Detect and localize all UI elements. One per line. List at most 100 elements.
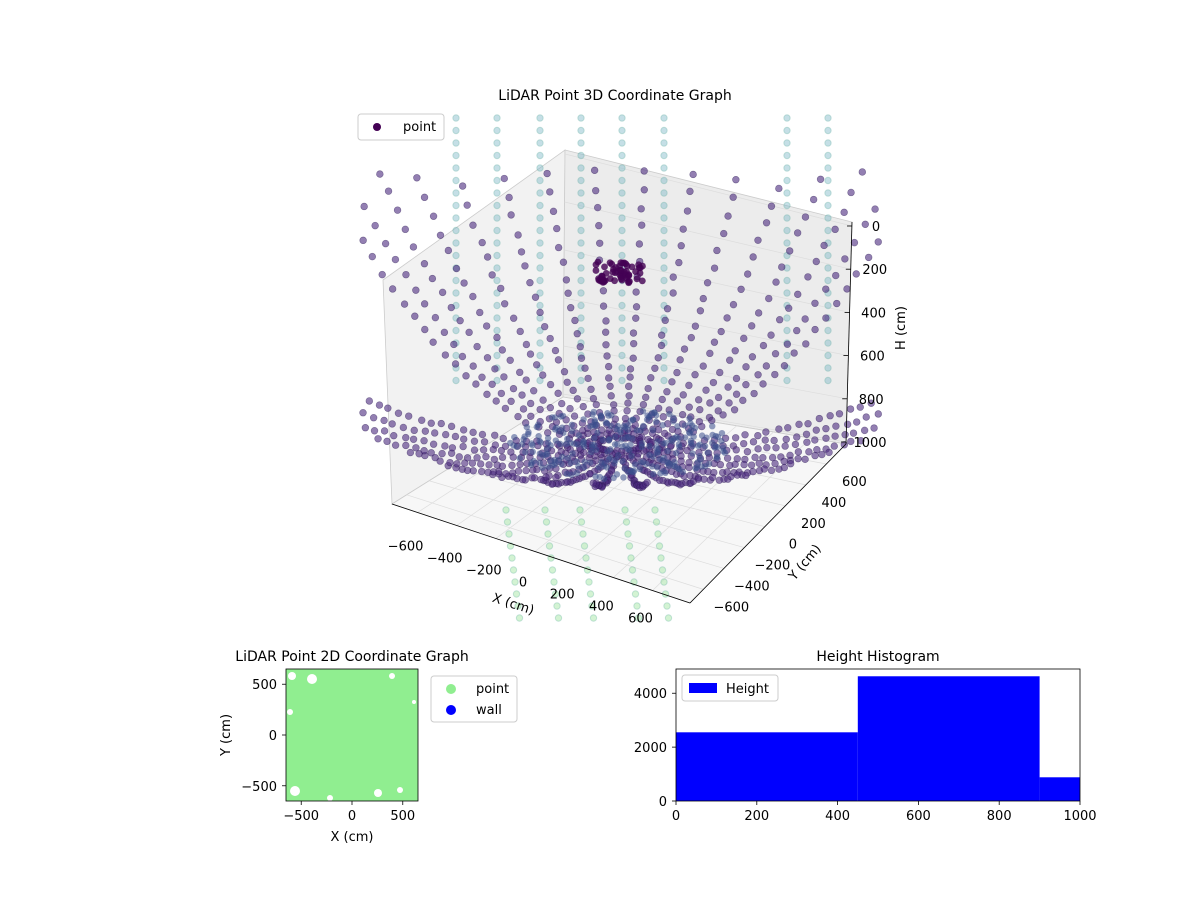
lidar-point [775, 425, 783, 433]
column-point [577, 151, 585, 160]
lidar-point [500, 174, 508, 183]
lidar-point [639, 262, 646, 270]
lidar-point [740, 439, 748, 448]
column-point [660, 151, 668, 160]
lidar-point [850, 238, 859, 247]
column-point [544, 530, 552, 538]
column-point [508, 554, 516, 562]
column-point [536, 201, 544, 210]
lidar-point [637, 205, 645, 213]
lidar-point [462, 372, 470, 380]
lidar-point [429, 212, 438, 220]
lidar-point [546, 188, 554, 196]
lidar-point [614, 422, 622, 430]
legend-3d-label-point: point [403, 120, 436, 135]
column-point [536, 139, 544, 147]
lidar-point [654, 354, 662, 362]
legend-histogram-label: Height [726, 682, 769, 697]
lidar-point [548, 414, 556, 421]
empty-region [327, 795, 333, 801]
lidar-point [394, 409, 403, 417]
lidar-point [611, 433, 619, 440]
column-point [536, 289, 544, 297]
lidar-point [603, 352, 611, 360]
lidar-point [802, 430, 811, 438]
lidar-point [451, 360, 460, 368]
lidar-point [767, 466, 776, 475]
x-tick-label-2d: 0 [348, 809, 356, 824]
z-axis-label: H (cm) [894, 306, 909, 350]
column-point [536, 301, 544, 310]
lidar-point [450, 340, 458, 349]
lidar-point [529, 448, 536, 456]
legend-3d: point [357, 113, 445, 141]
lidar-point [365, 397, 374, 405]
column-point [536, 339, 544, 347]
lidar-point [698, 463, 705, 470]
lidar-point [748, 322, 756, 330]
lidar-point [573, 458, 580, 465]
lidar-point [678, 410, 687, 419]
y-tick-label: −400 [734, 579, 770, 594]
lidar-point [716, 368, 724, 377]
column-point [452, 326, 460, 335]
column-point [783, 164, 791, 172]
lidar-point [664, 459, 672, 466]
lidar-point [816, 175, 825, 183]
column-point [536, 189, 544, 197]
lidar-point [739, 396, 747, 405]
lidar-point [832, 271, 840, 280]
column-point [493, 251, 501, 260]
column-point [631, 590, 640, 598]
column-point [542, 518, 551, 526]
lidar-point [526, 399, 535, 408]
lidar-point [811, 325, 819, 334]
lidar-point [767, 331, 775, 339]
lidar-point [687, 333, 696, 342]
x-axis-label-2d: X (cm) [331, 830, 374, 845]
lidar-point [468, 459, 477, 467]
lidar-point [640, 186, 648, 194]
column-point [493, 351, 501, 360]
lidar-point [518, 391, 526, 399]
column-point [577, 251, 585, 260]
lidar-point [858, 168, 867, 176]
lidar-point [803, 438, 811, 446]
lidar-point [709, 378, 718, 387]
lidar-point [491, 365, 499, 373]
column-point [783, 326, 791, 335]
lidar-point [647, 374, 655, 382]
x-tick-label-2d: 500 [390, 809, 415, 824]
lidar-point [546, 403, 555, 412]
lidar-point [599, 278, 607, 286]
lidar-point [705, 460, 713, 468]
column-point [506, 542, 515, 550]
lidar-point [388, 420, 396, 428]
column-point [452, 139, 460, 147]
lidar-point [689, 450, 696, 457]
lidar-point [508, 469, 517, 477]
lidar-point [420, 300, 429, 308]
lidar-point [508, 461, 516, 470]
column-point [582, 554, 590, 562]
lidar-point [575, 432, 583, 439]
lidar-point [604, 362, 613, 371]
lidar-point [767, 202, 776, 210]
lidar-point [477, 467, 486, 476]
column-point [824, 201, 832, 210]
column-point [660, 264, 668, 272]
lidar-point [663, 305, 672, 313]
column-point [660, 251, 668, 260]
lidar-point [599, 302, 608, 310]
lidar-point [580, 440, 587, 448]
column-point [824, 126, 832, 135]
lidar-point [685, 463, 693, 472]
lidar-point [822, 424, 830, 433]
y-tick-label-2d: 500 [252, 678, 277, 693]
column-point [515, 614, 524, 622]
column-point [536, 276, 544, 285]
lidar-point [368, 252, 376, 261]
lidar-point [661, 316, 669, 325]
back-pane [562, 149, 853, 445]
lidar-point [737, 285, 745, 293]
